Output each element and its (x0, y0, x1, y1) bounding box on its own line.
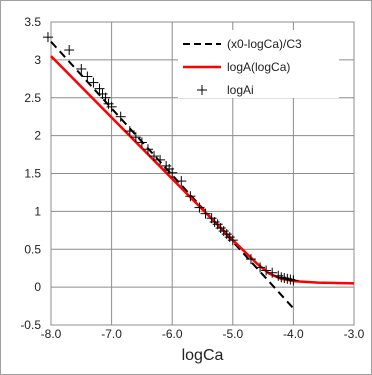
marker-plus (194, 202, 205, 213)
marker-plus (167, 167, 178, 178)
marker-plus (124, 126, 135, 137)
marker-plus (100, 92, 111, 103)
marker-plus (149, 151, 160, 162)
legend-label-red: logA(logCa) (227, 60, 290, 74)
legend-swatch-plus (197, 85, 207, 95)
x-tick-label: -3.0 (344, 327, 365, 341)
marker-plus (245, 254, 256, 265)
series-line-dashed (50, 41, 295, 310)
marker-plus (106, 101, 117, 112)
marker-plus (88, 77, 99, 88)
x-tick-label: -8.0 (41, 327, 62, 341)
y-tick-label: 1 (34, 204, 41, 218)
marker-plus (227, 235, 238, 246)
y-tick-label: 3 (34, 53, 41, 67)
x-tick-label: -7.0 (101, 327, 122, 341)
marker-plus (267, 267, 278, 278)
legend-background (178, 30, 339, 98)
x-tick-label: -5.0 (222, 327, 243, 341)
marker-plus (64, 45, 75, 56)
y-tick-label: 0.5 (24, 242, 41, 256)
y-tick-label: 2 (34, 129, 41, 143)
y-tick-label: 1.5 (24, 167, 41, 181)
marker-plus (76, 63, 87, 74)
marker-plus (82, 71, 93, 82)
marker-plus (155, 154, 166, 165)
marker-plus (142, 144, 153, 155)
y-tick-label: -0.5 (20, 318, 41, 332)
legend-label-plus: logAi (227, 83, 254, 97)
y-tick-label: 0 (34, 280, 41, 294)
marker-plus (130, 132, 141, 143)
marker-plus (200, 208, 211, 219)
y-tick-label: 3.5 (24, 15, 41, 29)
marker-plus (255, 262, 266, 273)
marker-plus (42, 32, 53, 43)
legend: (x0-logCa)/C3 logA(logCa) logAi (178, 30, 339, 98)
marker-plus (288, 275, 299, 286)
legend-label-dashed: (x0-logCa)/C3 (227, 37, 302, 51)
x-axis-title: logCa (182, 347, 224, 364)
y-tick-label: 2.5 (24, 91, 41, 105)
marker-plus (261, 265, 272, 276)
marker-plus (136, 137, 147, 148)
marker-plus (176, 176, 187, 187)
x-tick-label: -4.0 (283, 327, 304, 341)
tick-labels: -8.0 -7.0 -6.0 -5.0 -4.0 -3.0 -0.5 0 0.5 1 1.5 2 2.5… (20, 15, 364, 341)
marker-plus (115, 111, 126, 122)
x-tick-label: -6.0 (162, 327, 183, 341)
series-layer (42, 32, 355, 310)
marker-plus (94, 83, 105, 94)
marker-plus (185, 191, 196, 202)
